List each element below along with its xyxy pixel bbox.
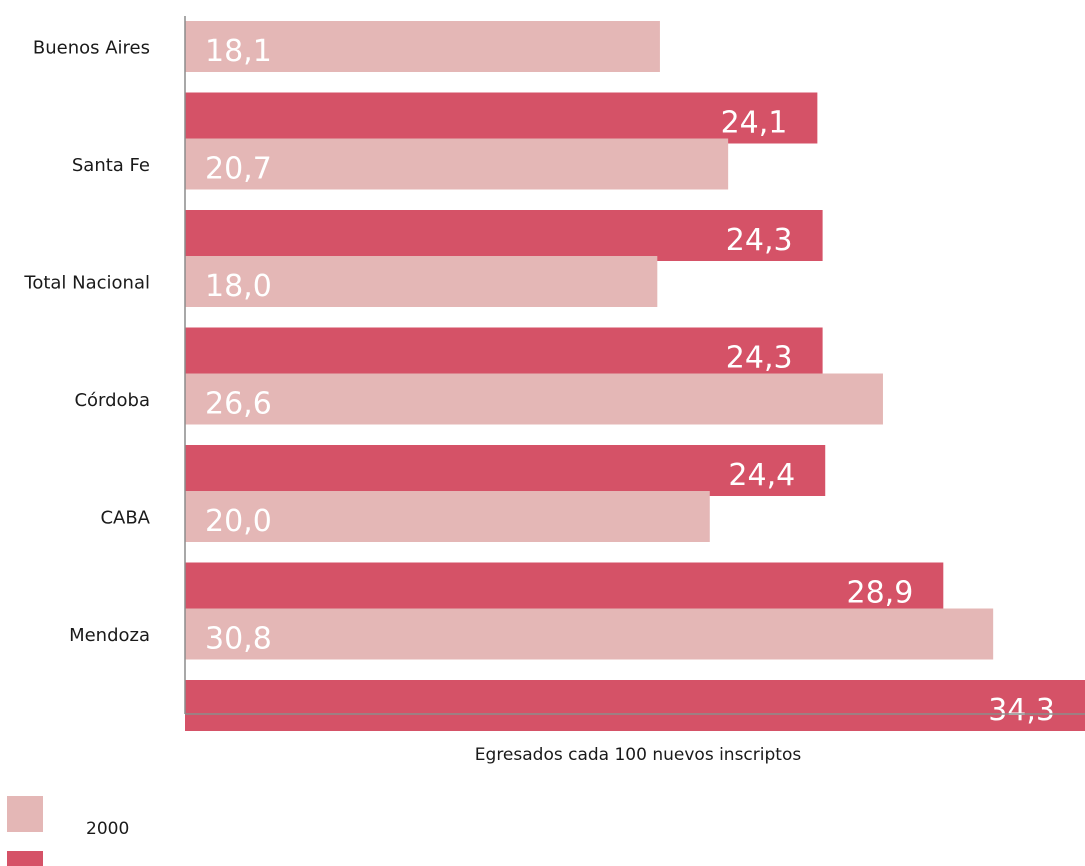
bar-2000-buenos-aires: [185, 21, 660, 72]
data-label-2010-total-nacional: 24,3: [726, 341, 793, 376]
data-label-2010-santa-fe: 24,3: [726, 223, 793, 258]
bar-2010-caba: [185, 562, 944, 614]
bar-2010-buenos-aires: [185, 92, 818, 144]
x-axis-label: Egresados cada 100 nuevos inscriptos: [475, 745, 802, 765]
bar-2000-total-nacional: [185, 256, 658, 307]
bar-2000-mendoza: [185, 608, 994, 660]
data-label-2010-cordoba: 24,4: [728, 458, 795, 493]
category-label-cordoba: Córdoba: [74, 390, 150, 411]
category-labels: Buenos Aires Santa Fe Total Nacional Córdob…: [23, 38, 150, 647]
category-label-mendoza: Mendoza: [69, 625, 150, 646]
bar-2010-total-nacional: [185, 327, 823, 379]
bar-2010-santa-fe: [185, 210, 823, 261]
category-label-santa-fe: Santa Fe: [72, 155, 150, 176]
data-label-2000-mendoza: 30,8: [205, 622, 272, 657]
legend: 20002010: [7, 796, 129, 866]
data-label-2000-santa-fe: 20,7: [205, 152, 272, 187]
category-label-caba: CABA: [100, 508, 150, 529]
bar-2010-mendoza: [185, 680, 1085, 731]
data-label-2010-caba: 28,9: [847, 576, 914, 611]
legend-swatch-2000: [7, 796, 43, 832]
bar-2010-cordoba: [185, 445, 826, 496]
data-label-2000-cordoba: 26,6: [205, 387, 272, 422]
data-label-2000-total-nacional: 18,0: [205, 269, 272, 304]
bar-2000-santa-fe: [185, 138, 729, 190]
category-label-total-nacional: Total Nacional: [23, 273, 150, 294]
data-label-2000-buenos-aires: 18,1: [205, 34, 272, 69]
category-label-buenos-aires: Buenos Aires: [33, 38, 150, 59]
bars-group: 18,1 24,1 20,7 24,3 18,0 24,3 26,6 24,4 20,0 28,9…: [185, 21, 1085, 731]
data-label-2010-buenos-aires: 24,1: [721, 106, 788, 141]
data-label-2000-caba: 20,0: [205, 504, 272, 539]
legend-label-2000: 2000: [86, 819, 129, 839]
legend-swatch-2010: [7, 851, 43, 866]
bar-2000-cordoba: [185, 373, 883, 425]
data-label-2010-mendoza: 34,3: [988, 693, 1055, 728]
bar-2000-caba: [185, 491, 710, 542]
